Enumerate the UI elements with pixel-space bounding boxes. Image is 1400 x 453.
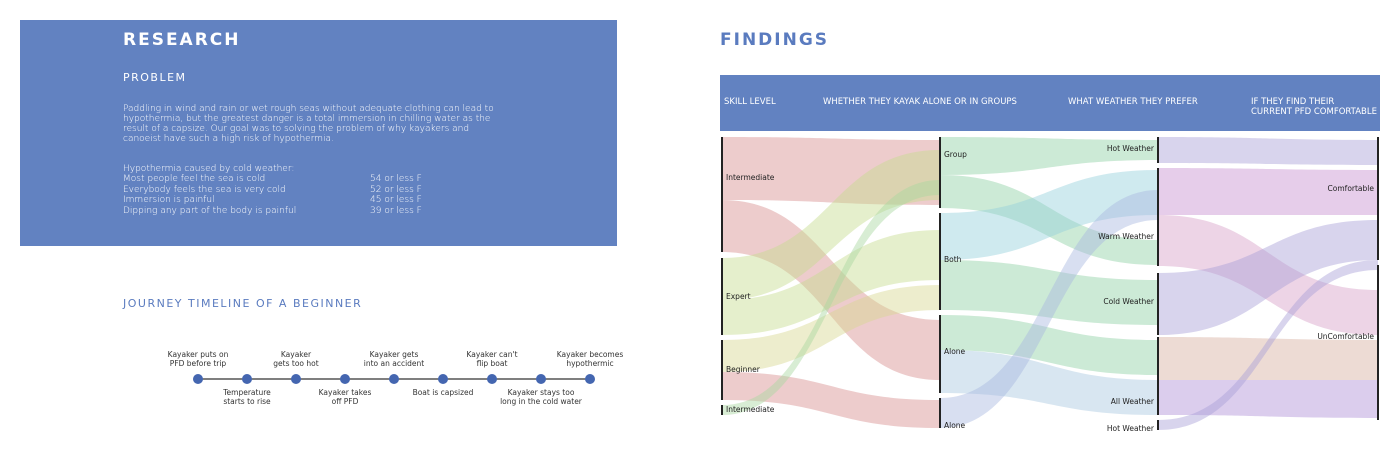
node-bar bbox=[939, 315, 941, 393]
flow-ribbon bbox=[1158, 380, 1378, 418]
step-label: Kayaker takes off PFD bbox=[318, 388, 372, 406]
column-header: IF THEY FIND THEIR CURRENT PFD COMFORTAB… bbox=[1251, 97, 1377, 117]
flow-ribbon bbox=[722, 180, 940, 415]
timeline-dot bbox=[340, 374, 350, 384]
step-label: Temperature starts to rise bbox=[223, 388, 271, 406]
step-label: Kayaker stays too long in the cold water bbox=[500, 388, 582, 406]
node-label: Group bbox=[944, 150, 967, 159]
findings-title: FINDINGS bbox=[720, 30, 830, 50]
list-value: 45 or less F bbox=[370, 195, 422, 205]
timeline-dot bbox=[193, 374, 203, 384]
node-bar bbox=[1157, 168, 1159, 266]
node-bar bbox=[1157, 337, 1159, 415]
node-bar bbox=[1377, 265, 1379, 420]
node-label: Comfortable bbox=[1328, 184, 1375, 193]
timeline-dot bbox=[291, 374, 301, 384]
research-title: RESEARCH bbox=[123, 30, 241, 50]
flow-ribbon bbox=[940, 137, 1158, 175]
journey-title: JOURNEY TIMELINE OF A BEGINNER bbox=[123, 297, 363, 310]
flow-ribbon bbox=[940, 315, 1158, 375]
step-label: Kayaker becomes hypothermic bbox=[556, 350, 624, 368]
flow-ribbon bbox=[940, 350, 1158, 415]
timeline-dot bbox=[438, 374, 448, 384]
column-header: SKILL LEVEL bbox=[724, 97, 776, 107]
flow-ribbon bbox=[722, 230, 940, 335]
list-value: 52 or less F bbox=[370, 184, 422, 195]
node-bar bbox=[721, 137, 723, 252]
flow-ribbon bbox=[722, 137, 940, 205]
list-heading: Hypothermia caused by cold weather: bbox=[123, 164, 295, 174]
node-label: Both bbox=[944, 255, 962, 264]
node-label: Intermediate bbox=[726, 173, 775, 182]
flow-ribbon bbox=[722, 372, 940, 428]
flow-ribbon bbox=[1158, 168, 1378, 215]
step-label: Kayaker puts on PFD before trip bbox=[167, 350, 229, 368]
node-label: Hot Weather bbox=[1107, 144, 1155, 153]
findings-header-band bbox=[720, 75, 1380, 131]
step-label: Boat is capsized bbox=[412, 388, 474, 397]
flow-ribbon bbox=[1158, 337, 1378, 380]
research-subtitle: PROBLEM bbox=[123, 71, 187, 84]
node-label: Beginner bbox=[726, 365, 761, 374]
flow-ribbon bbox=[1158, 220, 1378, 335]
node-bar bbox=[721, 405, 723, 415]
flow-ribbon bbox=[940, 260, 1158, 325]
flow-ribbon bbox=[1158, 137, 1378, 165]
node-label: Warm Weather bbox=[1098, 232, 1155, 241]
node-label: Intermediate bbox=[726, 405, 775, 414]
node-bar bbox=[939, 398, 941, 428]
list-label: Dipping any part of the body is painful bbox=[123, 205, 297, 216]
node-bar bbox=[1157, 420, 1159, 430]
timeline-dot bbox=[242, 374, 252, 384]
research-paragraph: Paddling in wind and rain or wet rough s… bbox=[123, 104, 494, 144]
timeline-dot bbox=[487, 374, 497, 384]
step-label: Kayaker can't flip boat bbox=[466, 350, 518, 368]
column-header: WHETHER THEY KAYAK ALONE OR IN GROUPS bbox=[823, 97, 1017, 107]
node-bar bbox=[721, 340, 723, 400]
node-bar bbox=[939, 137, 941, 208]
node-bar bbox=[1157, 273, 1159, 335]
node-bar bbox=[721, 258, 723, 335]
timeline-dot bbox=[536, 374, 546, 384]
flow-ribbon bbox=[722, 285, 940, 372]
flow-ribbon bbox=[940, 175, 1158, 265]
node-label: Alone bbox=[944, 421, 966, 430]
list-label: Immersion is painful bbox=[123, 195, 215, 205]
node-bar bbox=[939, 213, 941, 310]
flow-ribbon bbox=[722, 200, 940, 380]
step-label: Kayaker gets too hot bbox=[273, 350, 319, 368]
flow-ribbon bbox=[940, 190, 1158, 428]
timeline-dot bbox=[585, 374, 595, 384]
node-label: UnComfortable bbox=[1317, 332, 1374, 341]
node-label: Alone bbox=[944, 347, 966, 356]
list-value: 39 or less F bbox=[370, 205, 422, 216]
node-label: Hot Weather bbox=[1107, 424, 1155, 433]
node-label: All Weather bbox=[1111, 397, 1155, 406]
node-bar bbox=[1377, 137, 1379, 260]
node-label: Cold Weather bbox=[1103, 297, 1155, 306]
research-panel bbox=[20, 20, 617, 246]
flow-ribbon bbox=[1158, 215, 1378, 335]
list-label: Everybody feels the sea is very cold bbox=[123, 184, 286, 195]
flow-ribbon bbox=[1158, 260, 1378, 430]
column-header: WHAT WEATHER THEY PREFER bbox=[1068, 97, 1198, 107]
list-label: Most people feel the sea is cold bbox=[123, 174, 266, 184]
node-bar bbox=[1157, 137, 1159, 163]
list-value: 54 or less F bbox=[370, 174, 422, 184]
step-label: Kayaker gets into an accident bbox=[363, 350, 425, 368]
timeline-dot bbox=[389, 374, 399, 384]
flow-ribbon bbox=[722, 150, 940, 300]
flow-ribbon bbox=[940, 170, 1158, 260]
node-label: Expert bbox=[726, 292, 751, 301]
